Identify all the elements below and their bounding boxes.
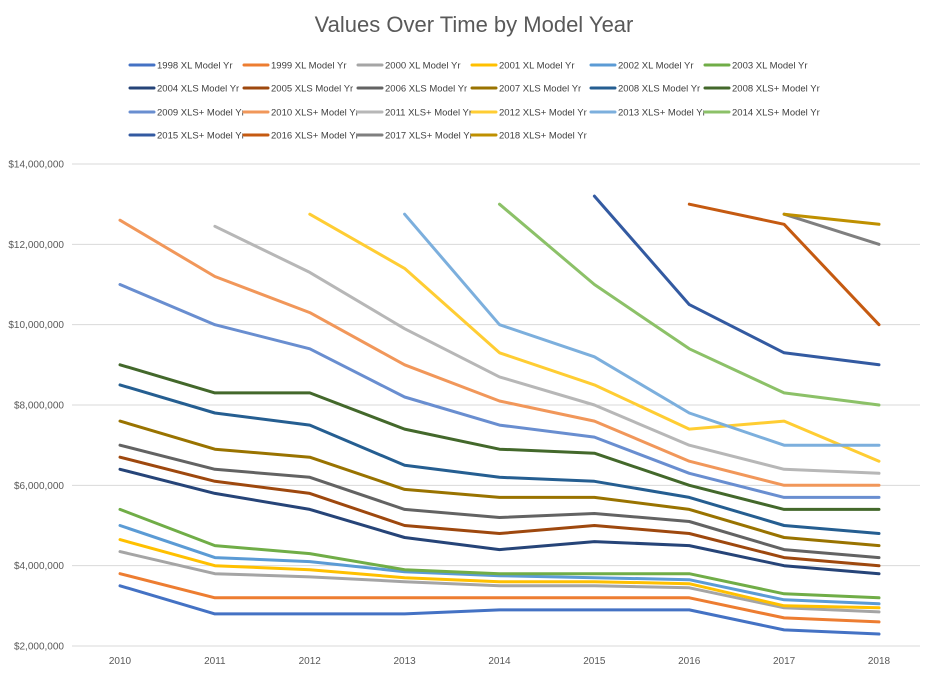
x-tick-label: 2015 <box>583 656 606 667</box>
legend-label: 2012 XLS+ Model Yr <box>499 108 587 119</box>
series-line-8 <box>118 443 881 560</box>
y-tick-label: $2,000,000 <box>14 642 64 653</box>
x-tick-label: 2013 <box>394 656 417 667</box>
series-line-4 <box>118 524 881 606</box>
series-line-16 <box>403 212 881 447</box>
legend-label: 2007 XLS Model Yr <box>499 84 581 95</box>
x-tick-label: 2016 <box>678 656 701 667</box>
legend-label: 2016 XLS+ Model Yr <box>271 131 359 142</box>
series-line-17 <box>498 202 881 407</box>
legend-label: 2003 XL Model Yr <box>732 61 808 72</box>
legend-label: 2013 XLS+ Model Yr <box>618 108 706 119</box>
series-line-19 <box>687 202 881 327</box>
series-line-12 <box>118 283 881 499</box>
legend-label: 2006 XLS Model Yr <box>385 84 467 95</box>
legend-label: 2018 XLS+ Model Yr <box>499 131 587 142</box>
legend-label: 2017 XLS+ Model Yr <box>385 131 473 142</box>
y-tick-label: $8,000,000 <box>14 401 64 412</box>
legend-label: 2002 XL Model Yr <box>618 61 694 72</box>
x-tick-label: 2014 <box>488 656 511 667</box>
series-line-21 <box>782 212 881 226</box>
legend-label: 2001 XL Model Yr <box>499 61 575 72</box>
series-line-11 <box>118 363 881 511</box>
series-line-6 <box>118 467 881 576</box>
x-tick-label: 2010 <box>109 656 132 667</box>
series-line-10 <box>118 383 881 535</box>
legend-label: 2000 XL Model Yr <box>385 61 461 72</box>
legend-label: 1998 XL Model Yr <box>157 61 233 72</box>
legend-label: 2005 XLS Model Yr <box>271 84 353 95</box>
series-lines <box>118 194 881 636</box>
y-tick-label: $6,000,000 <box>14 481 64 492</box>
series-line-2 <box>118 550 881 614</box>
series-line-1 <box>118 572 881 624</box>
y-tick-label: $12,000,000 <box>8 240 64 251</box>
x-tick-label: 2011 <box>204 656 226 667</box>
legend-label: 2014 XLS+ Model Yr <box>732 108 820 119</box>
legend-label: 2010 XLS+ Model Yr <box>271 108 359 119</box>
series-line-13 <box>118 218 881 487</box>
legend-label: 2004 XLS Model Yr <box>157 84 239 95</box>
series-line-0 <box>118 584 881 636</box>
legend-label: 2008 XLS Model Yr <box>618 84 700 95</box>
x-tick-label: 2012 <box>299 656 322 667</box>
legend-label: 2015 XLS+ Model Yr <box>157 131 245 142</box>
series-line-14 <box>213 224 881 475</box>
legend: 1998 XL Model Yr 1999 XL Model Yr 2000 XL … <box>128 61 820 142</box>
legend-label: 2008 XLS+ Model Yr <box>732 84 820 95</box>
series-line-15 <box>308 212 881 463</box>
series-line-18 <box>592 194 881 367</box>
y-tick-label: $14,000,000 <box>8 160 64 171</box>
y-tick-label: $4,000,000 <box>14 561 64 572</box>
series-line-7 <box>118 455 881 568</box>
legend-label: 2009 XLS+ Model Yr <box>157 108 245 119</box>
series-line-9 <box>118 419 881 548</box>
x-axis-ticks: 2010 2011 2012 2013 2014 2015 2016 2017 2018 <box>109 656 891 667</box>
y-tick-label: $10,000,000 <box>8 320 64 331</box>
series-line-3 <box>118 538 881 610</box>
legend-label: 2011 XLS+ Model Yr <box>385 108 472 119</box>
chart-title: Values Over Time by Model Year <box>315 12 634 37</box>
x-tick-label: 2017 <box>773 656 796 667</box>
legend-label: 1999 XL Model Yr <box>271 61 347 72</box>
y-axis-ticks: $2,000,000 $4,000,000 $6,000,000 $8,000,000… <box>8 160 64 653</box>
x-tick-label: 2018 <box>868 656 891 667</box>
series-line-5 <box>118 507 881 600</box>
series-line-20 <box>782 212 881 246</box>
